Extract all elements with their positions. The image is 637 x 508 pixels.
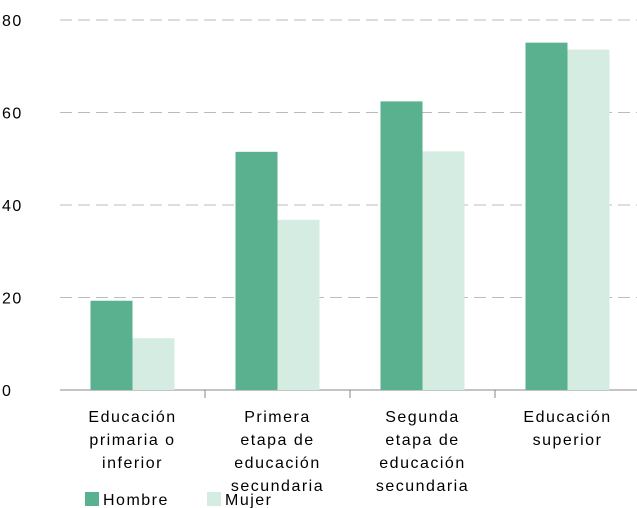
- bar: [525, 42, 568, 390]
- x-tick-label: Segunda etapa de educación secundaria: [376, 409, 469, 495]
- bar: [422, 151, 465, 390]
- bar: [235, 151, 278, 390]
- bar: [132, 338, 175, 390]
- bar: [90, 300, 133, 390]
- x-tick-label: Educación primaria o inferior: [88, 409, 176, 472]
- legend-label: Hombre: [103, 492, 169, 508]
- y-tick-label: 0: [2, 383, 12, 400]
- x-tick-label: Educación superior: [523, 409, 611, 449]
- bar: [380, 101, 423, 391]
- y-tick-label: 20: [2, 291, 23, 308]
- legend-swatch: [85, 492, 99, 506]
- x-tick-label: Primera etapa de educación secundaria: [231, 409, 324, 495]
- legend-swatch: [207, 492, 221, 506]
- bar: [277, 219, 320, 390]
- y-tick-label: 80: [2, 13, 23, 30]
- bar: [567, 49, 610, 390]
- y-tick-label: 60: [2, 106, 23, 123]
- y-tick-label: 40: [2, 198, 23, 215]
- legend-label: Mujer: [225, 492, 273, 508]
